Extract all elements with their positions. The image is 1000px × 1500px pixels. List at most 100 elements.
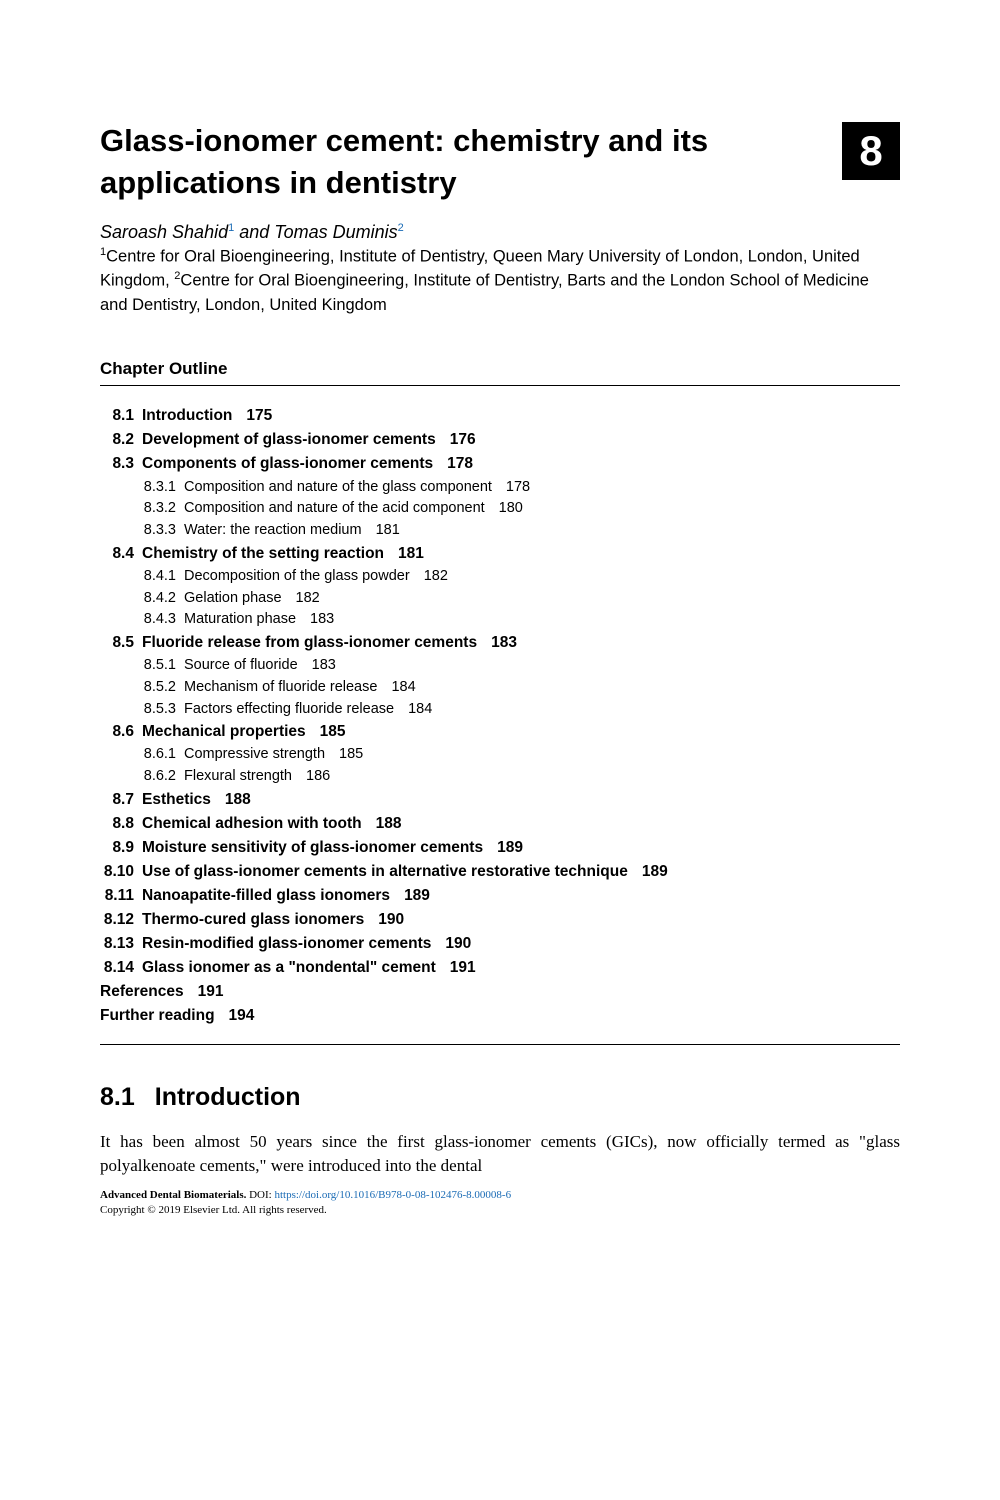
outline-item-l1: 8.6Mechanical properties185	[100, 720, 900, 744]
outline-item-l1: 8.4Chemistry of the setting reaction181	[100, 542, 900, 566]
outline-item-label: Chemistry of the setting reaction	[142, 542, 384, 566]
outline-item-page: 191	[198, 983, 224, 1000]
outline-item-number: 8.1	[100, 404, 142, 428]
outline-item-l1: 8.2Development of glass-ionomer cements 1…	[100, 428, 900, 452]
outline-item-label: Factors effecting fluoride release	[184, 699, 394, 721]
outline-item-number: 8.5.3	[142, 699, 184, 721]
outline-item-number: 8.2	[100, 428, 142, 452]
outline-item-page: 184	[391, 677, 415, 699]
outline-item-page: 178	[447, 452, 473, 476]
outline-item-l2: 8.6.2Flexural strength 186	[100, 766, 900, 788]
outline-item-l1: 8.9Moisture sensitivity of glass-ionomer…	[100, 836, 900, 860]
outline-item-label: Moisture sensitivity of glass-ionomer ce…	[142, 836, 483, 860]
outline-item-number: 8.8	[100, 812, 142, 836]
outline-item-label: Water: the reaction medium	[184, 520, 362, 542]
outline-item-label: Development of glass-ionomer cements	[142, 428, 436, 452]
footer-book-title: Advanced Dental Biomaterials.	[100, 1189, 246, 1201]
outline-item-page: 189	[642, 860, 668, 884]
body-paragraph: It has been almost 50 years since the fi…	[100, 1130, 900, 1178]
outline-item-label: Fluoride release from glass-ionomer ceme…	[142, 631, 477, 655]
page: Glass-ionomer cement: chemistry and its …	[0, 0, 1000, 1278]
outline-item-page: 190	[378, 908, 404, 932]
outline-item-page: 190	[445, 932, 471, 956]
affiliations: 1Centre for Oral Bioengineering, Institu…	[100, 245, 900, 318]
outline-item-page: 189	[497, 836, 523, 860]
outline-item-label: Components of glass-ionomer cements	[142, 452, 433, 476]
outline-item-l1: 8.3Components of glass-ionomer cements 17…	[100, 452, 900, 476]
outline-item-number: 8.14	[100, 956, 142, 980]
outline-item-label: Further reading	[100, 1007, 215, 1024]
outline-item-page: 186	[306, 766, 330, 788]
footer-doi-label: DOI:	[246, 1189, 274, 1201]
outline-item-number: 8.10	[100, 860, 142, 884]
outline-item-l1: 8.11Nanoapatite-filled glass ionomers189	[100, 884, 900, 908]
outline-item-l2: 8.4.3Maturation phase 183	[100, 609, 900, 631]
outline-item-label: Decomposition of the glass powder	[184, 566, 410, 588]
footer-doi-link[interactable]: https://doi.org/10.1016/B978-0-08-102476…	[274, 1189, 511, 1201]
outline-item-l2: 8.5.2Mechanism of fluoride release 184	[100, 677, 900, 699]
outline-item-number: 8.5.2	[142, 677, 184, 699]
outline-item-label: Thermo-cured glass ionomers	[142, 908, 364, 932]
outline-item-page: 181	[398, 542, 424, 566]
author-affil-sup: 2	[398, 222, 404, 234]
outline-item-l1: 8.8Chemical adhesion with tooth 188	[100, 812, 900, 836]
outline-item-number: 8.6.2	[142, 766, 184, 788]
outline-item-label: Flexural strength	[184, 766, 292, 788]
outline-item-l2: 8.3.2Composition and nature of the acid …	[100, 498, 900, 520]
outline-item-l1: 8.7Esthetics188	[100, 788, 900, 812]
outline-item-label: Mechanical properties	[142, 720, 306, 744]
outline-item-page: 182	[296, 588, 320, 610]
outline-item-label: Use of glass-ionomer cements in alternat…	[142, 860, 628, 884]
author-name: Tomas Duminis	[274, 222, 397, 242]
footer-copyright: Copyright © 2019 Elsevier Ltd. All right…	[100, 1204, 327, 1216]
chapter-number-badge: 8	[842, 122, 900, 180]
outline-item-l2: 8.4.2Gelation phase182	[100, 588, 900, 610]
outline-item-page: 180	[499, 498, 523, 520]
outline-item-label: Nanoapatite-filled glass ionomers	[142, 884, 390, 908]
outline-item-page: 189	[404, 884, 430, 908]
outline-item-page: 188	[376, 812, 402, 836]
section-number: 8.1	[100, 1083, 135, 1111]
outline-item-label: Mechanism of fluoride release	[184, 677, 377, 699]
outline-item-page: 183	[491, 631, 517, 655]
outline-item-page: 182	[424, 566, 448, 588]
outline-item-l2: 8.5.3Factors effecting fluoride release1…	[100, 699, 900, 721]
outline-item-number: 8.3	[100, 452, 142, 476]
outline-item-label: Resin-modified glass-ionomer cements	[142, 932, 431, 956]
outline-item-label: Chemical adhesion with tooth	[142, 812, 362, 836]
outline-item-number: 8.4.3	[142, 609, 184, 631]
outline-item-page: 181	[376, 520, 400, 542]
outline-item-number: 8.6.1	[142, 744, 184, 766]
outline-item-number: 8.3.2	[142, 498, 184, 520]
outline-item-number: 8.6	[100, 720, 142, 744]
section-heading: 8.1 Introduction	[100, 1083, 900, 1112]
outline-item-l1: 8.14Glass ionomer as a "nondental" cemen…	[100, 956, 900, 980]
chapter-title: Glass-ionomer cement: chemistry and its …	[100, 120, 842, 204]
outline-item-number: 8.4.1	[142, 566, 184, 588]
outline-item-label: Maturation phase	[184, 609, 296, 631]
outline-item-tail: References191	[100, 980, 900, 1004]
outline-item-label: Introduction	[142, 404, 232, 428]
outline-item-l1: 8.10Use of glass-ionomer cements in alte…	[100, 860, 900, 884]
authors-line: Saroash Shahid1 and Tomas Duminis2	[100, 222, 900, 243]
outline-item-page: 194	[229, 1007, 255, 1024]
outline-item-page: 176	[450, 428, 476, 452]
outline-item-l1: 8.13Resin-modified glass-ionomer cements…	[100, 932, 900, 956]
outline-item-number: 8.3.1	[142, 477, 184, 499]
outline-item-l1: 8.12Thermo-cured glass ionomers 190	[100, 908, 900, 932]
outline-item-number: 8.13	[100, 932, 142, 956]
outline-item-number: 8.12	[100, 908, 142, 932]
outline-item-label: Compressive strength	[184, 744, 325, 766]
outline-item-l2: 8.3.3Water: the reaction medium181	[100, 520, 900, 542]
outline-item-page: 183	[310, 609, 334, 631]
author-separator: and	[234, 222, 274, 242]
section-title: Introduction	[155, 1083, 301, 1111]
outline-item-page: 185	[339, 744, 363, 766]
outline-item-l2: 8.4.1Decomposition of the glass powder 18…	[100, 566, 900, 588]
outline-heading: Chapter Outline	[100, 359, 900, 386]
outline-item-l2: 8.6.1Compressive strength 185	[100, 744, 900, 766]
outline-item-number: 8.4.2	[142, 588, 184, 610]
outline-item-label: Glass ionomer as a "nondental" cement	[142, 956, 436, 980]
outline-item-page: 178	[506, 477, 530, 499]
outline-item-page: 191	[450, 956, 476, 980]
